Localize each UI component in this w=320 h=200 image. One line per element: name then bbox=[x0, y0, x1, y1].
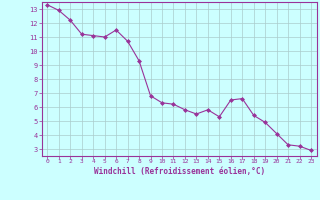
X-axis label: Windchill (Refroidissement éolien,°C): Windchill (Refroidissement éolien,°C) bbox=[94, 167, 265, 176]
